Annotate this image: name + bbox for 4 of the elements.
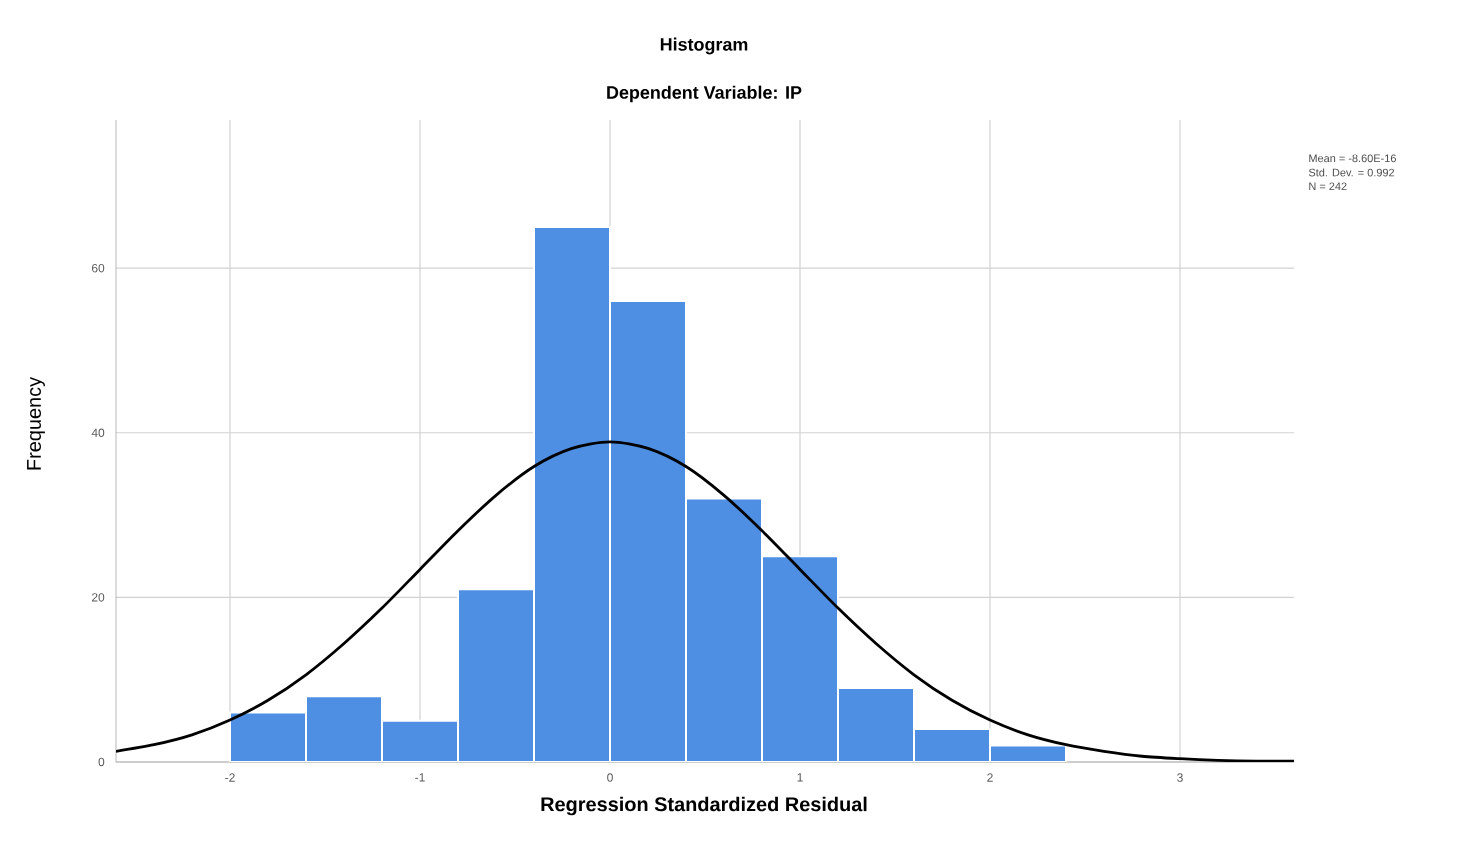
chart-subtitle: Dependent Variable: IP <box>607 85 802 103</box>
y-axis-title: Frequency <box>27 376 45 470</box>
x-axis-title: Regression Standardized Residual <box>541 796 867 816</box>
chart-title: Histogram <box>660 37 748 55</box>
